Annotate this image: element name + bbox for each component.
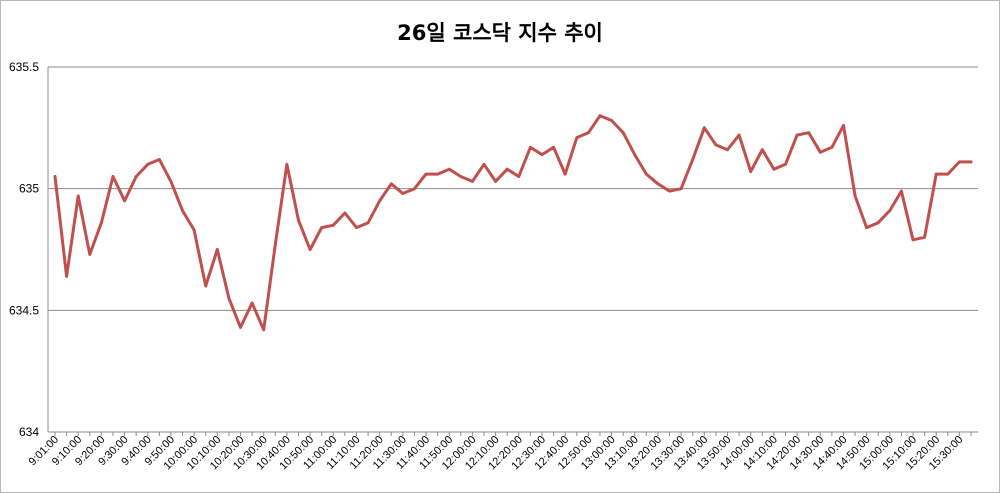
data-point	[668, 189, 671, 193]
data-point	[88, 253, 92, 256]
data-point	[424, 172, 428, 176]
data-point	[923, 235, 926, 239]
x-tick-labels: 9:01:009:10:009:20:009:30:009:40:009:50:…	[27, 434, 966, 473]
data-point	[169, 180, 173, 183]
data-point	[726, 148, 729, 152]
data-point	[760, 148, 764, 152]
data-point	[691, 158, 695, 161]
data-point	[215, 248, 219, 251]
data-point	[795, 133, 799, 137]
data-point	[517, 175, 521, 178]
data-point	[633, 153, 637, 157]
data-point	[876, 221, 880, 225]
data-point	[123, 199, 126, 203]
data-point	[343, 211, 347, 215]
data-point	[250, 301, 254, 305]
data-point	[702, 126, 706, 130]
y-tick-label: 634	[19, 425, 39, 439]
data-point	[807, 131, 811, 135]
data-point	[853, 194, 857, 198]
data-point	[482, 162, 486, 166]
data-point	[459, 175, 463, 178]
data-point	[737, 133, 741, 137]
data-point	[505, 167, 509, 171]
data-point	[598, 114, 602, 118]
data-point	[181, 209, 184, 213]
data-point	[772, 167, 776, 171]
data-point	[331, 223, 335, 227]
data-point	[76, 194, 80, 198]
data-point	[413, 187, 416, 191]
data-point	[204, 284, 208, 288]
data-point	[656, 182, 660, 186]
data-point	[378, 199, 382, 203]
data-point	[958, 160, 961, 164]
series	[53, 114, 973, 332]
data-point	[540, 153, 544, 157]
data-point	[552, 145, 555, 149]
data-point	[714, 143, 718, 147]
data-point	[900, 189, 903, 193]
chart-title: 26일 코스닥 지수 추이	[397, 21, 603, 45]
y-tick-label: 635.5	[9, 60, 39, 74]
axes	[47, 67, 978, 436]
data-point	[239, 326, 242, 329]
data-point	[308, 248, 312, 251]
data-point	[587, 131, 590, 135]
data-point	[111, 175, 115, 178]
data-point	[262, 328, 266, 332]
data-point	[227, 296, 231, 300]
data-point	[784, 162, 787, 166]
data-point	[389, 182, 393, 186]
data-point	[158, 158, 161, 161]
series-line	[53, 114, 973, 332]
data-point	[192, 228, 196, 232]
data-point	[644, 172, 648, 176]
data-point	[494, 180, 497, 183]
data-point	[610, 119, 613, 122]
data-point	[355, 226, 358, 230]
data-point	[679, 187, 683, 191]
gridlines	[48, 66, 978, 311]
data-point	[934, 172, 938, 176]
data-point	[969, 160, 973, 164]
data-point	[134, 175, 138, 178]
data-point	[436, 172, 439, 176]
data-point	[471, 180, 474, 183]
data-point	[865, 226, 868, 230]
data-point	[447, 167, 451, 171]
data-point	[401, 192, 405, 195]
data-point	[366, 221, 370, 225]
data-point	[100, 221, 103, 225]
data-point	[946, 172, 950, 176]
data-point	[529, 145, 532, 149]
data-point	[830, 145, 834, 149]
data-point	[842, 124, 845, 127]
data-point	[320, 226, 324, 230]
y-tick-labels: 634 634.5 635 635.5	[9, 60, 39, 439]
data-point	[911, 238, 915, 242]
data-point	[818, 150, 822, 154]
data-point	[575, 136, 579, 140]
data-point	[621, 131, 625, 135]
data-point	[285, 162, 289, 166]
y-tick-label: 635	[19, 182, 39, 196]
data-point	[146, 162, 150, 166]
data-point	[273, 243, 277, 247]
data-point	[749, 170, 753, 174]
data-point	[297, 218, 300, 222]
data-point	[888, 209, 892, 213]
data-point	[65, 274, 68, 278]
y-tick-label: 634.5	[9, 303, 39, 317]
data-point	[563, 172, 567, 176]
data-point	[53, 175, 57, 178]
